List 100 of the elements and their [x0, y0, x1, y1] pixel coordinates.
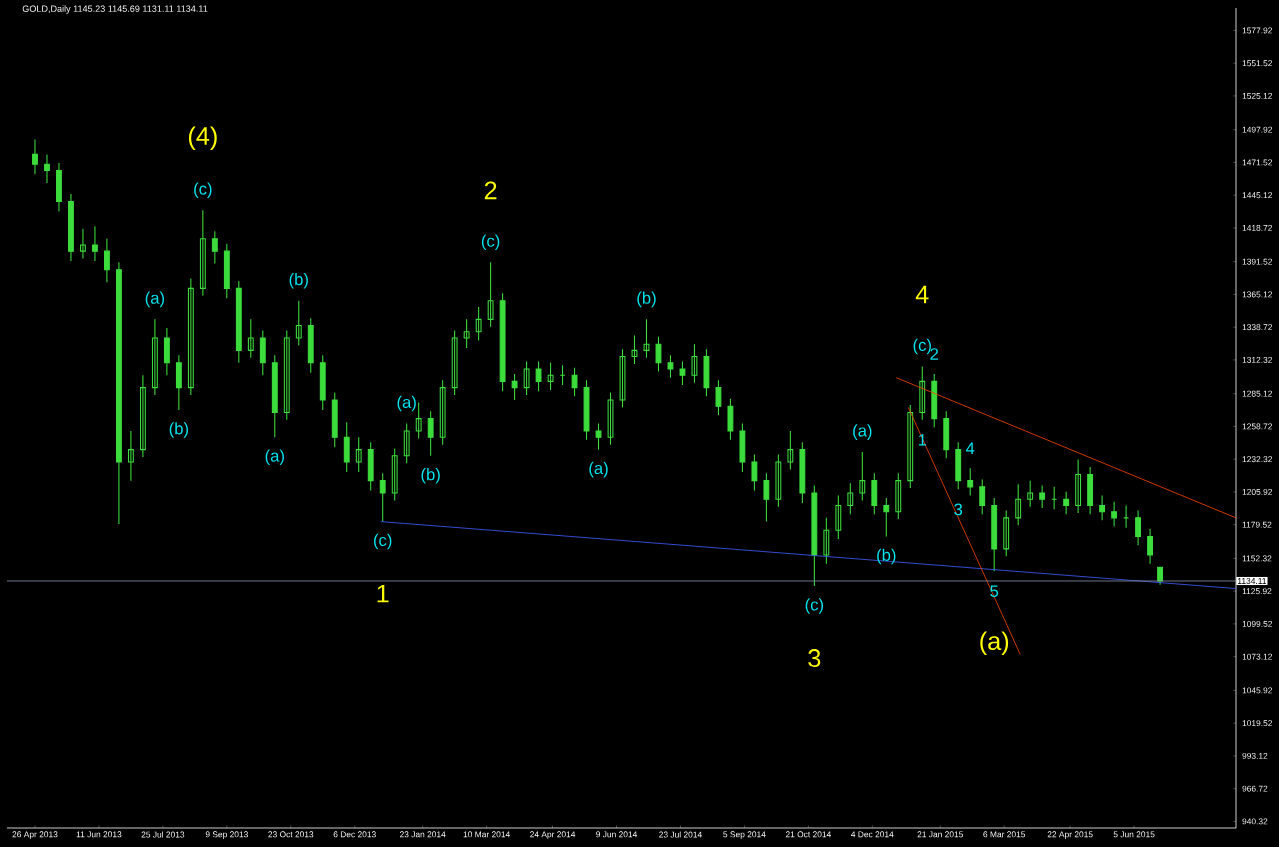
x-tick-label: 11 Jun 2013	[76, 831, 122, 838]
candlestick	[1003, 509, 1010, 557]
annotation: (c)	[481, 234, 500, 251]
candlestick	[1135, 509, 1142, 546]
candlestick	[547, 362, 554, 391]
candlestick	[823, 517, 830, 565]
candlestick	[115, 261, 122, 525]
x-tick-label: 21 Jan 2015	[917, 831, 964, 838]
candlestick	[979, 478, 986, 515]
annotation: (a)	[397, 395, 416, 412]
candlestick	[991, 497, 998, 572]
candlestick	[427, 410, 434, 457]
candlestick	[1039, 485, 1046, 509]
annotation: (a)	[265, 449, 284, 465]
candlestick	[907, 404, 914, 489]
annotation: (b)	[289, 272, 308, 289]
candlestick	[259, 330, 266, 376]
candlestick	[391, 447, 398, 502]
candlestick	[955, 441, 962, 490]
candlestick	[787, 430, 794, 471]
candlestick	[967, 467, 974, 497]
candlestick	[32, 138, 38, 175]
annotation: 4	[915, 285, 929, 304]
annotation: (a)	[589, 461, 608, 478]
candlestick	[247, 318, 254, 359]
y-tick-label: 1045.92	[1242, 687, 1272, 694]
candlestick	[1075, 459, 1082, 514]
candlestick	[919, 365, 926, 421]
candlestick	[331, 392, 338, 448]
candlestick	[127, 430, 134, 482]
y-tick-label: 1073.12	[1242, 653, 1272, 660]
candlestick	[68, 193, 74, 262]
candlestick	[595, 423, 602, 451]
x-tick-label: 23 Oct 2013	[268, 831, 314, 838]
candlestick	[559, 364, 566, 386]
candlestick	[475, 306, 482, 341]
candlestick	[511, 373, 518, 401]
annotation: (c)	[194, 182, 212, 198]
candlestick	[775, 454, 782, 508]
candlestick	[931, 373, 938, 428]
candlestick	[223, 243, 230, 299]
y-tick-label: 1205.92	[1242, 488, 1272, 495]
candlestick	[463, 318, 470, 349]
candlestick	[499, 292, 506, 392]
y-tick-label: 1125.92	[1242, 588, 1272, 595]
candlestick	[379, 472, 386, 523]
annotation: 2	[930, 348, 939, 360]
annotation: 4	[965, 442, 975, 454]
annotation: (a)	[980, 631, 1009, 656]
candlestick	[1123, 504, 1130, 529]
candlestick	[799, 441, 806, 504]
candlestick	[715, 379, 722, 416]
candlestick	[655, 336, 662, 373]
y-tick-label: 1471.52	[1242, 159, 1272, 166]
candlestick	[235, 280, 242, 364]
candlestick	[751, 454, 758, 492]
x-tick-label: 25 Jul 2013	[141, 831, 185, 838]
candlestick	[1063, 491, 1070, 515]
y-tick-label: 993.12	[1242, 752, 1268, 759]
y-tick-label: 1497.92	[1242, 126, 1272, 133]
y-tick-label: 940.32	[1242, 818, 1268, 825]
candlestick	[283, 330, 290, 421]
candlestick	[727, 398, 734, 441]
y-tick-label: 1525.12	[1242, 92, 1272, 99]
candlestick	[667, 354, 674, 379]
annotation: (b)	[637, 291, 656, 308]
y-tick-label: 1179.52	[1242, 521, 1272, 528]
candlestick	[1111, 501, 1118, 528]
ref-line-label: 1134.11	[1237, 578, 1267, 584]
candlestick	[1015, 483, 1022, 526]
annotation: 3	[954, 503, 963, 516]
candlestick	[739, 423, 746, 473]
candlestick	[943, 410, 950, 459]
y-tick-label: 1285.12	[1242, 390, 1272, 397]
candlestick	[80, 228, 86, 260]
x-tick-label: 5 Sep 2014	[723, 831, 766, 839]
candlestick	[199, 209, 206, 297]
chart-title: GOLD,Daily 1145.23 1145.69 1131.11 1134.11	[22, 5, 208, 14]
candlestick	[1099, 494, 1106, 521]
candlestick	[367, 441, 374, 492]
annotation: (b)	[877, 548, 896, 565]
candlestick	[619, 348, 626, 408]
candlestick	[631, 334, 638, 365]
candlestick	[847, 482, 854, 515]
annotation: (b)	[421, 468, 440, 484]
candlestick	[523, 361, 530, 396]
candlestick	[871, 472, 878, 515]
x-tick-label: 6 Dec 2013	[333, 831, 376, 838]
y-tick-label: 1365.12	[1242, 291, 1272, 298]
y-tick-label: 1019.52	[1242, 720, 1272, 727]
x-tick-label: 6 Mar 2015	[983, 831, 1026, 838]
candlestick	[355, 436, 362, 473]
x-tick-label: 9 Jun 2014	[596, 831, 638, 838]
annotation: 5	[990, 585, 999, 598]
candlestick	[343, 421, 350, 473]
x-tick-label: 4 Dec 2014	[851, 831, 894, 838]
candlestick	[583, 379, 590, 441]
x-tick-label: 10 Mar 2014	[463, 831, 510, 838]
candlestick	[175, 354, 182, 411]
candlestick	[643, 318, 650, 359]
